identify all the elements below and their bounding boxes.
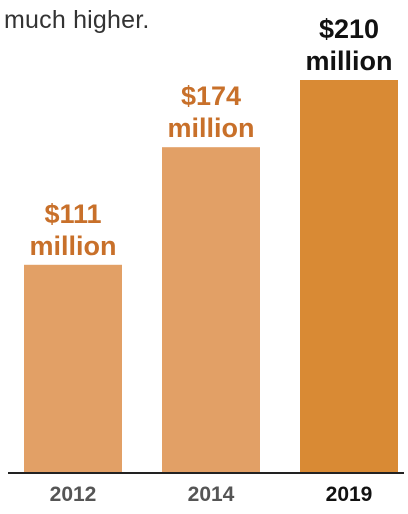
value-label-2019-line1: $210	[319, 14, 379, 44]
tick-label-2014: 2014	[188, 483, 235, 506]
bar-2019	[300, 80, 398, 472]
bar-2012	[24, 264, 122, 472]
value-label-2014-line1: $174	[181, 81, 241, 111]
caption-text: much higher.	[4, 6, 150, 34]
tick-label-2019: 2019	[326, 483, 373, 506]
value-label-2012-line2: million	[30, 231, 117, 261]
value-label-2019-line2: million	[306, 46, 393, 76]
value-label-2012-line1: $111	[44, 199, 101, 229]
tick-label-2012: 2012	[50, 483, 97, 506]
bar-2014	[162, 147, 260, 472]
value-label-2014-line2: million	[168, 113, 255, 143]
